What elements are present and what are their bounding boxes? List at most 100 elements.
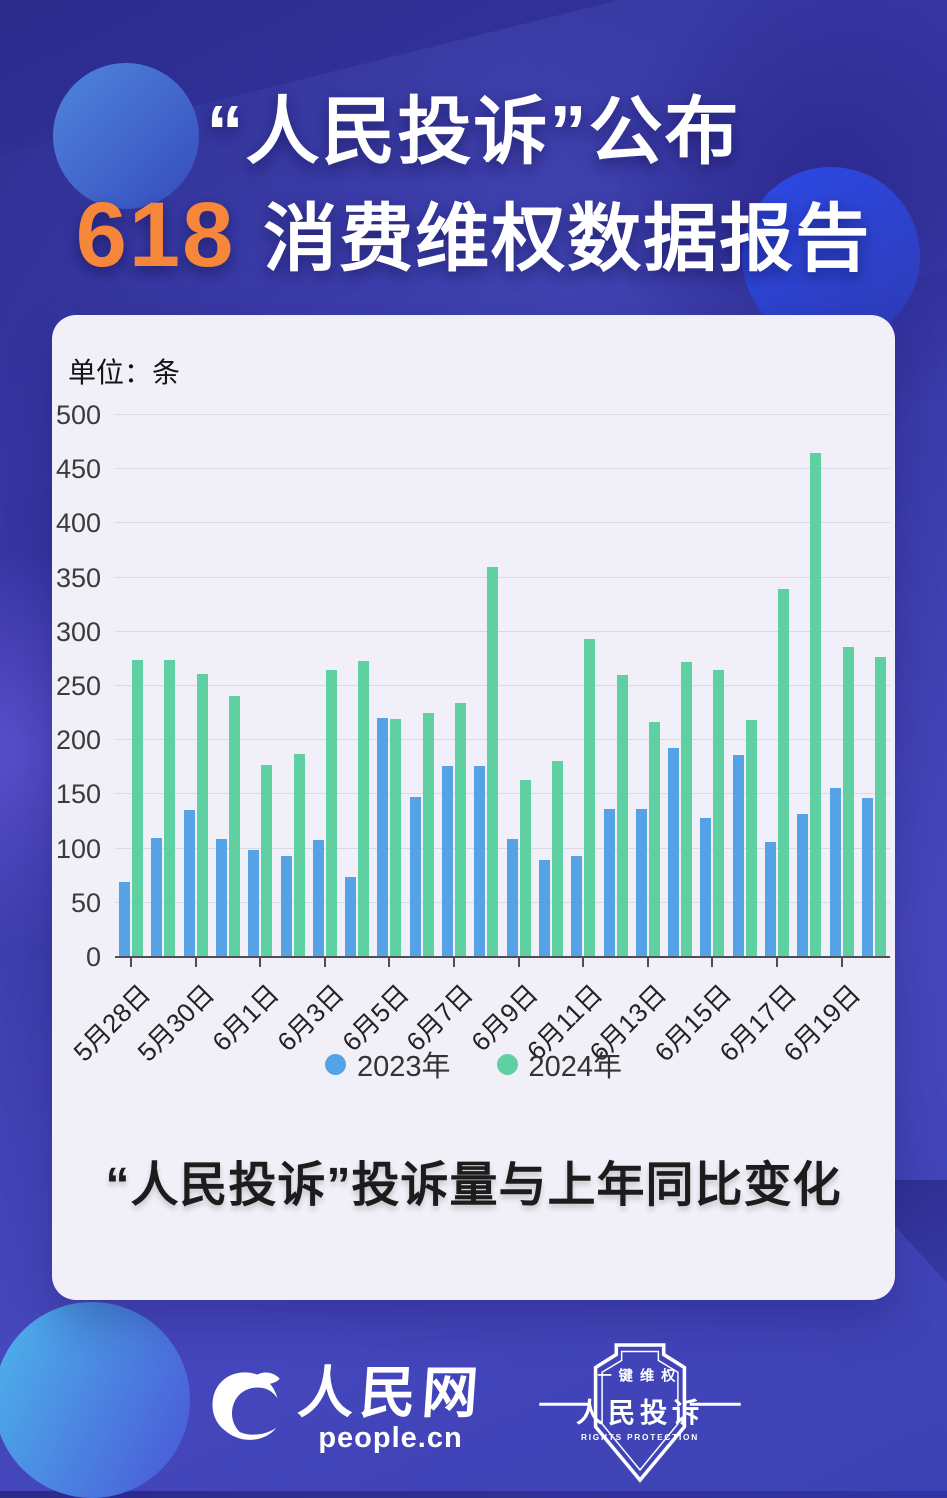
- chart-caption: “人民投诉”投诉量与上年同比变化: [105, 1159, 842, 1212]
- bar-2024年: [293, 754, 305, 956]
- bar-2023年: [345, 876, 357, 956]
- y-tick-label: 250: [55, 671, 101, 701]
- bar-2023年: [377, 717, 389, 956]
- bar-2024年: [810, 453, 822, 956]
- x-axis-tick: [259, 958, 262, 967]
- gridline: [115, 901, 890, 903]
- y-tick-label: 100: [55, 833, 101, 864]
- legend-dot-2023: [324, 1053, 346, 1075]
- bar-2024年: [519, 780, 531, 956]
- x-axis-tick: [194, 958, 197, 967]
- bar-2023年: [538, 859, 550, 956]
- decor-circle-bottom-left: [0, 1302, 190, 1498]
- title-line-1: “人民投诉”公布: [206, 90, 741, 173]
- bar-2023年: [732, 755, 744, 956]
- decor-circle-top-left: [53, 63, 199, 209]
- y-axis-labels: 0 50 100 150 200 250 300 350 400 450 500: [52, 315, 107, 1015]
- y-tick-label: 450: [55, 454, 101, 485]
- legend-label-2023: 2023年: [356, 1051, 451, 1083]
- people-cn-domain: people.cn: [318, 1421, 463, 1454]
- bar-2024年: [132, 660, 144, 956]
- footer: 人民网 people.cn 一键维权 人民投诉 RIGHTS PROTECTIO…: [0, 1332, 947, 1486]
- plot-area: 5月28日 5月30日 6月1日 6月3日 6月5日 6月7日 6月9日 6月11日 6月13日…: [67, 414, 890, 1067]
- unit-label: 单位：条: [68, 357, 181, 388]
- bar-2023年: [474, 766, 486, 956]
- gridline: [115, 847, 890, 849]
- gridline: [115, 468, 890, 470]
- bar-2024年: [487, 566, 499, 956]
- bar-2024年: [842, 647, 854, 956]
- x-axis-tick: [453, 958, 456, 967]
- y-tick-label: 500: [55, 400, 101, 430]
- bar-2024年: [390, 718, 402, 956]
- bar-2023年: [506, 838, 518, 956]
- svg-text:人民投诉: 人民投诉: [576, 1397, 704, 1428]
- bar-2024年: [455, 703, 467, 956]
- bar-2024年: [584, 639, 596, 956]
- x-axis-tick: [130, 958, 133, 967]
- x-axis-line: [115, 956, 890, 958]
- y-tick-label: 400: [55, 508, 101, 539]
- gridline: [115, 630, 890, 632]
- y-tick-label: 50: [70, 887, 101, 918]
- x-axis-tick: [711, 958, 714, 967]
- bar-2023年: [280, 856, 292, 956]
- poster-title: “人民投诉”公布 618 消费维权数据报告: [0, 84, 947, 294]
- bar-2023年: [571, 856, 583, 956]
- gridline: [115, 793, 890, 795]
- y-tick-label: 350: [55, 562, 101, 593]
- chart-legend: 2023年 2024年: [52, 1043, 895, 1085]
- bar-2023年: [635, 808, 647, 956]
- bar-2024年: [164, 660, 176, 956]
- bar-2024年: [777, 588, 789, 956]
- y-tick-label: 200: [55, 725, 101, 756]
- title-line-2: 618 消费维权数据报告: [0, 180, 947, 294]
- svg-text:一键维权: 一键维权: [597, 1367, 682, 1385]
- gridline: [115, 414, 890, 415]
- bar-2024年: [325, 669, 337, 956]
- x-axis-tick: [323, 958, 326, 967]
- svg-text:RIGHTS PROTECTION: RIGHTS PROTECTION: [580, 1432, 698, 1442]
- bar-2024年: [713, 669, 725, 956]
- bar-2023年: [216, 838, 228, 956]
- bar-2023年: [409, 796, 421, 956]
- bar-2024年: [261, 765, 273, 956]
- legend-item-2023: 2023年: [324, 1043, 451, 1085]
- legend-dot-2024: [496, 1053, 518, 1075]
- bar-2024年: [616, 675, 628, 956]
- title-line-2-text: 消费维权数据报告: [263, 197, 872, 280]
- bar-2023年: [668, 747, 680, 956]
- gridline: [115, 522, 890, 524]
- x-axis-tick: [388, 958, 391, 967]
- people-cn-logo: 人民网 people.cn: [206, 1360, 486, 1455]
- x-axis-tick: [840, 958, 843, 967]
- bar-2024年: [229, 695, 241, 956]
- people-cn-swirl-icon: [206, 1368, 284, 1451]
- bar-2024年: [358, 661, 370, 956]
- chart-card: 单位：条 0 50 100 150 200 250 300 350 400 450 500 5月28…: [52, 315, 895, 1300]
- y-tick-label: 0: [85, 942, 101, 972]
- legend-label-2024: 2024年: [528, 1051, 623, 1083]
- bar-2023年: [764, 842, 776, 956]
- bar-2024年: [422, 713, 434, 956]
- title-618-highlight: 618: [75, 184, 236, 286]
- bar-2023年: [829, 787, 841, 956]
- x-axis-tick: [775, 958, 778, 967]
- bar-2023年: [861, 797, 873, 956]
- bar-2023年: [700, 818, 712, 956]
- people-cn-text: 人民网 people.cn: [295, 1360, 486, 1455]
- bar-2024年: [196, 674, 208, 956]
- legend-item-2024: 2024年: [496, 1043, 623, 1085]
- bar-2023年: [119, 882, 131, 956]
- people-cn-name: 人民网: [295, 1360, 486, 1424]
- bar-2024年: [648, 721, 660, 956]
- y-tick-label: 300: [55, 616, 101, 647]
- bar-2023年: [797, 814, 809, 956]
- bar-2023年: [312, 840, 324, 956]
- bar-2023年: [442, 766, 454, 956]
- rights-protection-shield-icon: 一键维权 人民投诉 RIGHTS PROTECTION: [538, 1332, 742, 1486]
- bar-2023年: [603, 808, 615, 956]
- bar-2023年: [183, 809, 195, 956]
- bar-2023年: [248, 849, 260, 956]
